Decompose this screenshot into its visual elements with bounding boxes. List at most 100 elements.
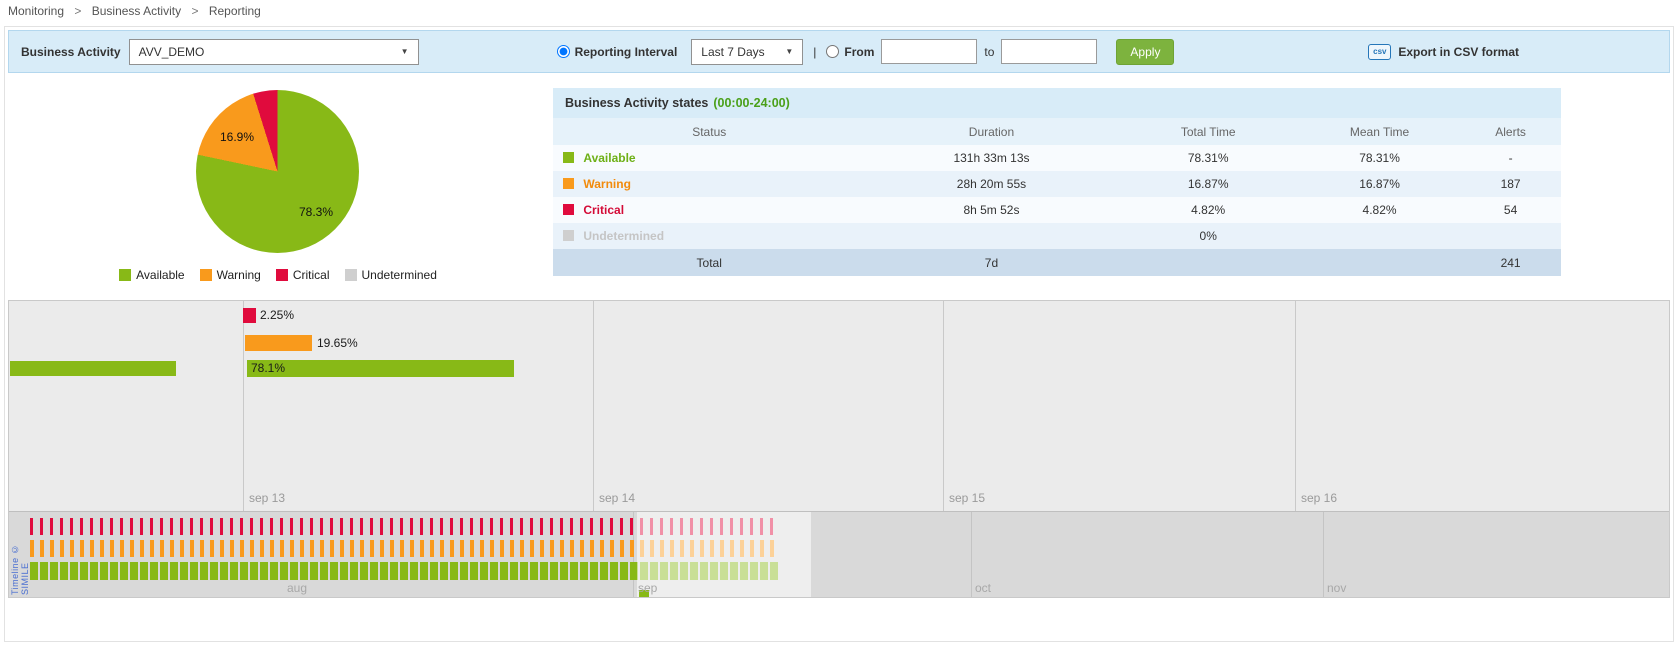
legend-label: Available	[136, 268, 185, 282]
table-row-critical: Critical 8h 5m 52s 4.82% 4.82% 54	[553, 197, 1561, 223]
legend-item-available: Available	[119, 268, 185, 282]
overview-green-marker	[639, 590, 649, 597]
mean-time-cell	[1299, 223, 1460, 249]
legend-label: Undetermined	[361, 268, 437, 282]
timeline-gridline	[243, 301, 244, 511]
alerts-cell	[1460, 223, 1561, 249]
table-total-row: Total 7d 241	[553, 249, 1561, 276]
alerts-cell: 187	[1500, 177, 1521, 191]
critical-swatch-icon	[563, 204, 574, 215]
alerts-cell: 54	[1503, 203, 1518, 217]
duration-cell: 28h 20m 55s	[956, 177, 1027, 191]
export-csv-label: Export in CSV format	[1398, 44, 1519, 59]
status-label: Undetermined	[583, 229, 665, 243]
mean-time-cell: 4.82%	[1362, 203, 1397, 217]
custom-range-radio[interactable]	[826, 45, 840, 58]
total-duration-cell: 7d	[984, 255, 999, 270]
warning-bar-label: 19.65%	[317, 336, 358, 350]
business-activity-label: Business Activity	[21, 44, 121, 59]
warning-swatch-icon	[563, 178, 574, 189]
breadcrumb-separator: >	[191, 4, 199, 18]
from-date-input[interactable]	[881, 39, 978, 64]
mean-time-cell: 16.87%	[1359, 177, 1400, 191]
critical-bar	[243, 308, 256, 323]
warning-bar	[245, 335, 312, 351]
overview-viewport-highlight[interactable]	[637, 512, 811, 597]
available-bar-previous-period	[10, 361, 176, 376]
legend-label: Warning	[216, 268, 261, 282]
critical-ticks-row	[30, 518, 780, 535]
warning-ticks-row	[30, 540, 780, 557]
breadcrumb-item-business-activity[interactable]: Business Activity	[91, 4, 182, 18]
pie-slice-label-warning: 16.9%	[220, 130, 255, 144]
status-label: Warning	[583, 177, 631, 191]
legend-item-undetermined: Undetermined	[344, 268, 437, 282]
total-alerts-cell: 241	[1500, 255, 1521, 270]
to-date-input[interactable]	[1001, 39, 1098, 64]
total-time-cell: 78.31%	[1187, 151, 1229, 165]
axis-date-label: sep 16	[1301, 491, 1338, 505]
reporting-interval-label: Reporting Interval	[574, 44, 678, 59]
available-swatch-icon	[563, 152, 574, 163]
total-time-cell: 0%	[1199, 229, 1217, 243]
reporting-interval-radio[interactable]	[556, 45, 570, 58]
alerts-cell: -	[1508, 151, 1513, 165]
breadcrumb-item-monitoring[interactable]: Monitoring	[8, 4, 65, 18]
table-row-available: Available 131h 33m 13s 78.31% 78.31% -	[553, 145, 1561, 171]
status-cell: Warning	[553, 171, 865, 197]
status-cell: Available	[553, 145, 865, 171]
pie-legend: Available Warning Critical Undetermined	[8, 268, 548, 282]
status-label: Available	[583, 151, 636, 165]
undetermined-swatch-icon	[344, 269, 357, 281]
states-table: Status Duration Total Time Mean Time Ale…	[553, 118, 1561, 276]
available-swatch-icon	[119, 269, 132, 281]
apply-button[interactable]: Apply	[1116, 38, 1175, 65]
export-csv-button[interactable]: csv Export in CSV format	[1368, 43, 1519, 60]
filter-toolbar: Business Activity AVV_DEMO ▼ Reporting I…	[8, 30, 1670, 73]
legend-item-critical: Critical	[275, 268, 330, 282]
pie-slice-label-available: 78.3%	[299, 205, 334, 219]
total-time-cell: 4.82%	[1191, 203, 1226, 217]
axis-date-label: sep 13	[249, 491, 286, 505]
chevron-down-icon: ▼	[785, 47, 794, 56]
business-activity-select[interactable]: AVV_DEMO ▼	[128, 38, 419, 65]
warning-swatch-icon	[199, 269, 212, 281]
toolbar-separator: |	[813, 44, 817, 59]
status-label: Critical	[583, 203, 625, 217]
from-label: From	[844, 44, 875, 59]
reporting-interval-select[interactable]: Last 7 Days ▼	[691, 38, 804, 65]
panel-header: Business Activity states (00:00-24:00)	[553, 88, 1561, 118]
breadcrumb: Monitoring > Business Activity > Reporti…	[8, 4, 261, 18]
mean-time-cell: 78.31%	[1359, 151, 1400, 165]
overview-month-label: sep	[638, 581, 658, 595]
legend-item-warning: Warning	[199, 268, 261, 282]
critical-swatch-icon	[275, 269, 288, 281]
available-bar-label: 78.1%	[251, 361, 286, 375]
column-header-alerts: Alerts	[1460, 118, 1561, 145]
business-activity-selected-value: AVV_DEMO	[138, 44, 205, 59]
table-header-row: Status Duration Total Time Mean Time Ale…	[553, 118, 1561, 145]
column-header-status: Status	[553, 118, 866, 145]
timeline-main-band[interactable]: 2.25% 19.65% 78.1% sep 13 sep 14 sep 15 …	[9, 301, 1669, 511]
duration-cell: 8h 5m 52s	[963, 203, 1020, 217]
timeline-gridline	[1295, 301, 1296, 511]
table-row-undetermined: Undetermined 0%	[553, 223, 1561, 249]
breadcrumb-item-reporting[interactable]: Reporting	[208, 4, 261, 18]
overview-gridline	[971, 512, 972, 597]
timeline-overview-band[interactable]: aug sep oct nov Timeline © SIMILE	[9, 511, 1669, 597]
timeline-widget: 2.25% 19.65% 78.1% sep 13 sep 14 sep 15 …	[8, 300, 1670, 598]
page-frame	[4, 26, 1674, 642]
available-ticks-row	[30, 562, 780, 580]
breadcrumb-separator: >	[74, 4, 82, 18]
duration-cell	[865, 223, 1117, 249]
reporting-interval-group: Reporting Interval Last 7 Days ▼ | From …	[556, 38, 1175, 65]
simile-watermark: Timeline © SIMILE	[10, 543, 30, 595]
available-bar	[247, 360, 514, 377]
total-time-cell: 16.87%	[1187, 177, 1229, 191]
table-row-warning: Warning 28h 20m 55s 16.87% 16.87% 187	[553, 171, 1561, 197]
column-header-total-time: Total Time	[1117, 118, 1299, 145]
to-label: to	[984, 44, 995, 59]
overview-month-label: nov	[1327, 581, 1347, 595]
legend-label: Critical	[292, 268, 330, 282]
